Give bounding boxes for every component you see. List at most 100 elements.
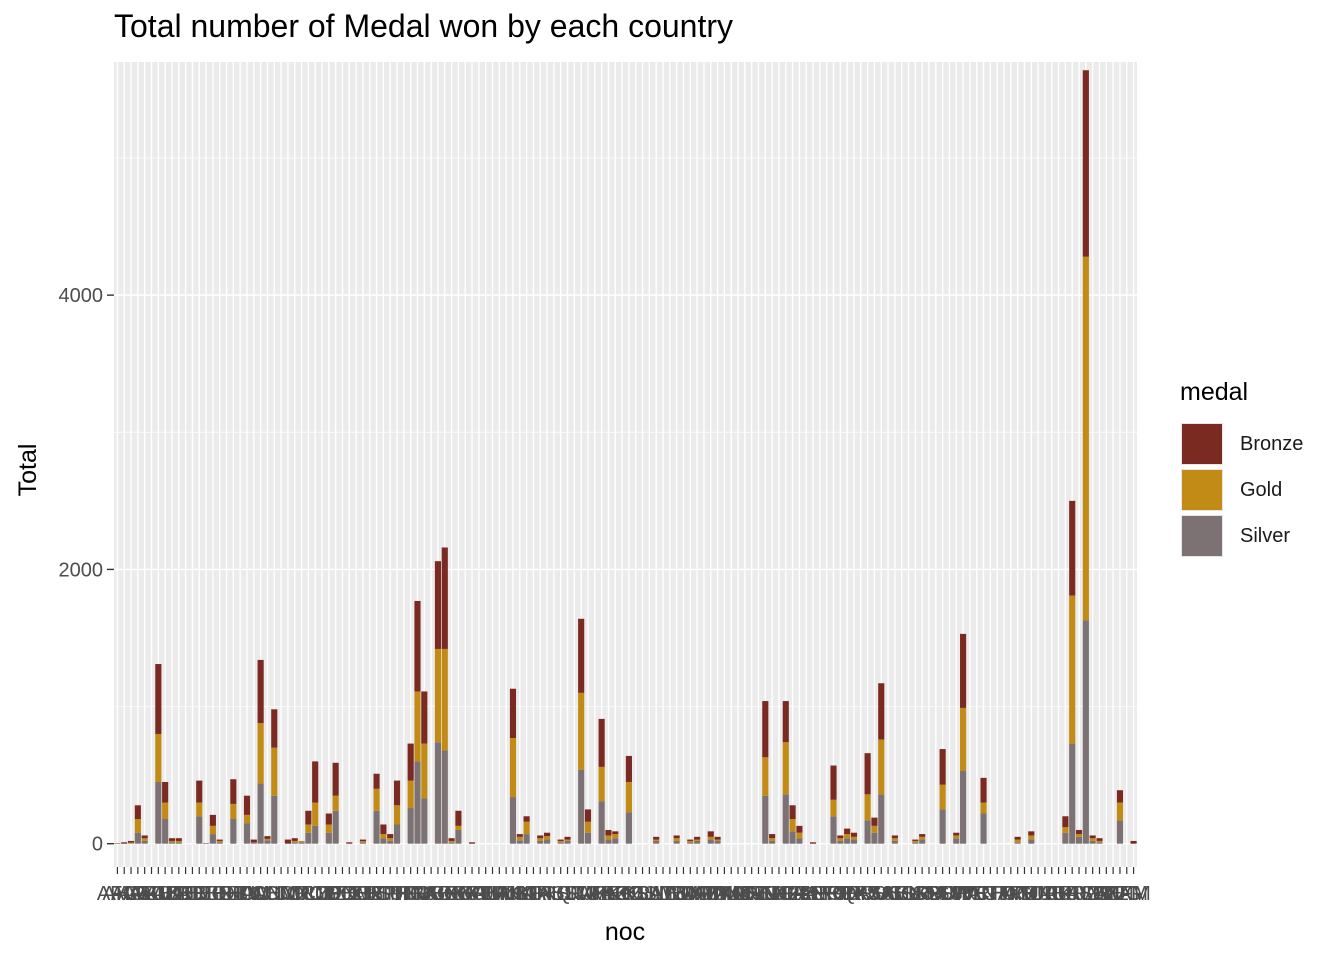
bar-swe-gold [960,707,967,772]
bar-eth-gold [387,838,394,841]
bar-alg-bronze [127,840,135,843]
x-tick-label: YUG [1098,883,1141,905]
bar-est-silver [380,838,387,844]
bar-mar-silver [687,842,694,844]
x-tick-label: TCH [963,883,1004,905]
legend-label: Bronze [1240,432,1304,455]
bar-eun-gold [393,805,401,825]
bar-isl-gold [557,840,564,843]
bar-gre-bronze [468,842,476,844]
bar-jpn-bronze [598,718,605,767]
x-tick-label: ARG [123,883,166,905]
x-tick-label: IRQ [536,883,572,905]
x-tick-label: GHA [444,883,488,905]
bar-eth-silver [387,840,394,844]
x-tick-label: SYR [949,883,990,905]
x-tick-label: QAT [841,883,881,905]
bar-ind-gold [523,821,530,835]
legend-item-bronze: Bronze [1180,421,1303,467]
x-tick-label: GRE [450,883,493,905]
x-tick-label: ROU [845,883,889,905]
x-tick-label: MNE [709,883,753,905]
x-tick-label: CHN [253,883,296,905]
x-tick-label: LUX [664,883,703,905]
bar-arg-gold [141,838,148,841]
x-tick-label: HUN [491,883,534,905]
bar-tpe-gold [1014,839,1021,843]
bar-pak-silver [796,838,803,844]
bar-kaz-gold [605,835,612,840]
x-tick-label: ETH [370,883,410,905]
bar-ukr-bronze [1062,816,1069,828]
bar-iri-bronze [537,835,544,839]
bar-bra-bronze [230,779,237,804]
chart-title: Total number of Medal won by each countr… [114,8,733,44]
legend-item-silver: Silver [1180,513,1303,559]
bar-bel-gold [196,802,203,817]
bar-ned-silver [762,795,769,844]
x-tick-label: KOS [615,883,657,905]
bar-tch-bronze [980,777,987,803]
legend-items: Bronze Gold Silver [1180,421,1303,559]
legend-item-gold: Gold [1180,467,1303,513]
x-tick-label: USA [1065,883,1107,905]
bar-chi-bronze [264,836,271,839]
x-tick-label: MAR [668,883,712,905]
x-tick-label: TAN [957,883,996,905]
bar-usa-silver [1082,620,1089,844]
x-tick-label: PUR [833,883,875,905]
bar-gbr-silver [434,742,442,844]
bar-bah-silver [175,842,182,844]
bar-mex-gold [707,836,714,840]
x-tick-label: SEN [881,883,922,905]
x-tick-label: UAR [1031,883,1073,905]
y-axis: 0 2000 4000 [59,285,114,856]
legend-key-silver [1180,514,1224,558]
x-tick-label: CUB [294,883,336,905]
bar-mar-bronze [687,839,694,841]
bar-isr-silver [564,840,571,844]
bar-crc-gold [298,840,305,843]
bar-ind-silver [523,834,530,844]
bar-fra-gold [414,691,421,762]
x-tick-label: FRA [397,883,438,905]
x-tick-label: SUR [928,883,970,905]
bar-rus-gold [878,739,885,795]
bar-fra-bronze [414,600,421,692]
x-tick-label: CYP [301,883,342,905]
bar-anz-gold [134,819,141,833]
bar-isr-gold [564,839,571,841]
x-tick-label: CHI [250,883,284,905]
bar-frg-gold [421,743,428,799]
bar-prk-bronze [844,828,851,835]
bar-col-silver [291,842,298,844]
x-tick-label: INA [503,883,537,905]
x-tick-label: VIE [1090,883,1122,905]
legend-label: Silver [1240,524,1291,547]
x-tick-label: ITA [566,883,596,905]
x-tick-label: AHO [103,883,146,905]
bar-svk-silver [953,838,960,844]
bar-mgl-gold [714,839,721,841]
bar-aze-bronze [168,838,176,841]
bar-frg-silver [421,798,428,844]
x-tick-label: HKG [484,883,527,905]
x-tick-label: BOT [206,883,247,905]
bar-mgl-bronze [714,836,721,840]
bar-pur-silver [850,839,858,844]
bar-ger-gold [455,825,462,830]
bar-gdr-silver [441,750,448,844]
bar-nzl-gold [789,819,796,832]
x-tick-label: RUS [860,883,902,905]
bar-mgl-silver [714,840,721,844]
x-tick-label: NZL [774,883,812,905]
bar-alg-silver [127,843,135,844]
bar-aus-silver [155,781,162,844]
bar-iri-silver [537,840,544,844]
x-tick-label: BRA [213,883,255,905]
bar-cro-gold [305,824,312,833]
bar-lat-silver [653,840,660,844]
x-tick-label: LIB [648,883,678,905]
x-tick-label: GRN [457,883,501,905]
x-tick-label: TUN [1011,883,1052,905]
